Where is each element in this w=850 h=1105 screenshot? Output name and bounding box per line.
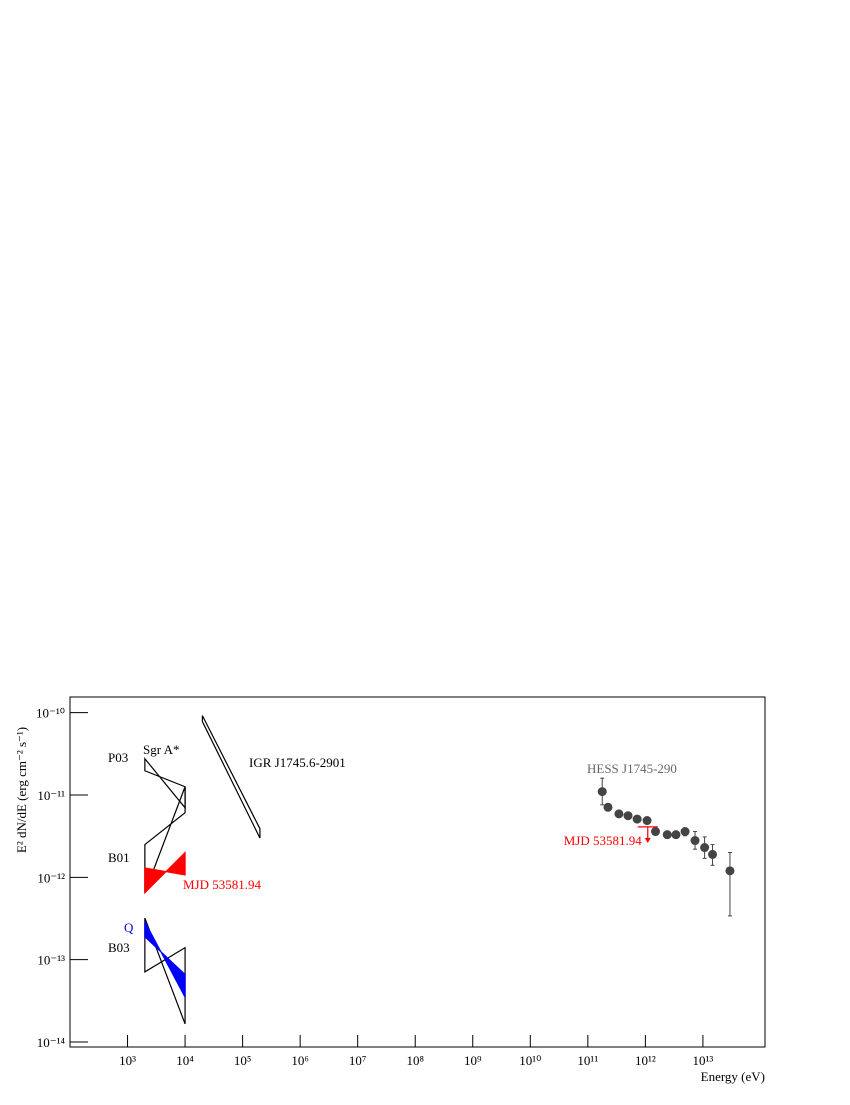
bowtie xyxy=(144,921,186,998)
x-tick-label: 10³ xyxy=(119,1053,136,1068)
bowtie-label: B03 xyxy=(108,940,130,955)
data-point xyxy=(700,843,710,853)
series-label: HESS J1745-290 xyxy=(587,761,677,776)
x-tick-label: 10⁴ xyxy=(176,1053,194,1068)
x-tick-label: 10⁸ xyxy=(406,1053,424,1068)
bowtie xyxy=(201,715,261,839)
y-axis-title: E² dN/dE (erg cm⁻² s⁻¹) xyxy=(14,727,29,853)
data-point xyxy=(603,802,613,812)
data-point xyxy=(662,830,672,840)
x-tick-label: 10¹² xyxy=(635,1053,656,1068)
x-tick-label: 10⁷ xyxy=(349,1053,367,1068)
data-point xyxy=(623,811,633,821)
bowtie-label: P03 xyxy=(108,750,128,765)
data-point xyxy=(597,787,607,797)
x-axis-title: Energy (eV) xyxy=(701,1069,765,1084)
data-point xyxy=(690,836,700,846)
y-tick-label: 10⁻¹³ xyxy=(37,953,65,968)
x-tick-label: 10⁵ xyxy=(234,1053,252,1068)
y-tick-label: 10⁻¹² xyxy=(37,870,65,885)
y-tick-label: 10⁻¹⁰ xyxy=(36,706,65,721)
data-point xyxy=(725,866,735,876)
bowtie-label: IGR J1745.6-2901 xyxy=(249,755,346,770)
data-point xyxy=(671,830,681,840)
data-point xyxy=(651,827,661,837)
y-tick-label: 10⁻¹¹ xyxy=(37,788,65,803)
bowtie xyxy=(144,757,186,810)
bowtie xyxy=(144,917,186,1025)
data-point xyxy=(680,827,690,837)
x-tick-label: 10¹⁰ xyxy=(519,1053,541,1068)
x-tick-label: 10⁶ xyxy=(291,1053,309,1068)
upper-limit-arrow xyxy=(644,837,651,843)
data-point xyxy=(614,809,624,819)
data-point xyxy=(642,816,652,826)
x-tick-label: 10¹³ xyxy=(693,1053,714,1068)
x-tick-label: 10¹¹ xyxy=(577,1053,598,1068)
data-point xyxy=(632,814,642,824)
x-tick-label: 10⁹ xyxy=(464,1053,482,1068)
y-tick-label: 10⁻¹⁴ xyxy=(37,1035,66,1050)
bowtie xyxy=(144,851,186,895)
bowtie-label: B01 xyxy=(108,850,130,865)
upper-limit-label: MJD 53581.94 xyxy=(564,833,643,848)
data-point xyxy=(708,849,718,859)
bowtie-label: MJD 53581.94 xyxy=(183,877,262,892)
bowtie-label: Q xyxy=(124,920,134,935)
annotation: Sgr A* xyxy=(143,742,179,757)
plot-frame xyxy=(69,696,766,1048)
